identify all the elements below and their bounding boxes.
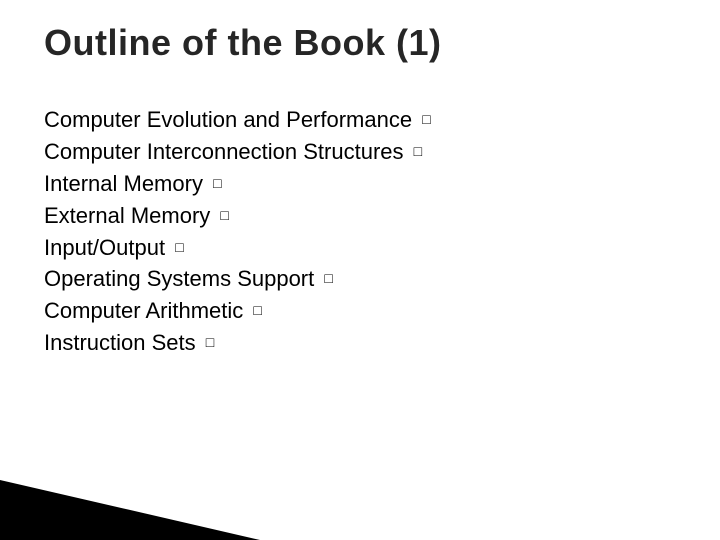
list-item: Internal Memory □ <box>44 168 431 200</box>
item-text: Internal Memory <box>44 171 203 196</box>
slide-title: Outline of the Book (1) <box>44 22 441 64</box>
box-icon: □ <box>414 141 422 161</box>
box-icon: □ <box>253 300 261 320</box>
list-item: Computer Evolution and Performance □ <box>44 104 431 136</box>
outline-list: Computer Evolution and Performance □ Com… <box>44 104 431 359</box>
item-text: Operating Systems Support <box>44 266 314 291</box>
list-item: Input/Output □ <box>44 232 431 264</box>
list-item: Computer Arithmetic □ <box>44 295 431 327</box>
box-icon: □ <box>220 205 228 225</box>
list-item: External Memory □ <box>44 200 431 232</box>
item-text: Input/Output <box>44 235 165 260</box>
item-text: Computer Evolution and Performance <box>44 107 412 132</box>
list-item: Instruction Sets □ <box>44 327 431 359</box>
box-icon: □ <box>422 109 430 129</box>
item-text: Computer Arithmetic <box>44 298 243 323</box>
box-icon: □ <box>324 268 332 288</box>
item-text: External Memory <box>44 203 210 228</box>
list-item: Operating Systems Support □ <box>44 263 431 295</box>
box-icon: □ <box>175 237 183 257</box>
corner-decoration <box>0 460 260 540</box>
box-icon: □ <box>206 332 214 352</box>
box-icon: □ <box>213 173 221 193</box>
item-text: Computer Interconnection Structures <box>44 139 404 164</box>
list-item: Computer Interconnection Structures □ <box>44 136 431 168</box>
item-text: Instruction Sets <box>44 330 196 355</box>
